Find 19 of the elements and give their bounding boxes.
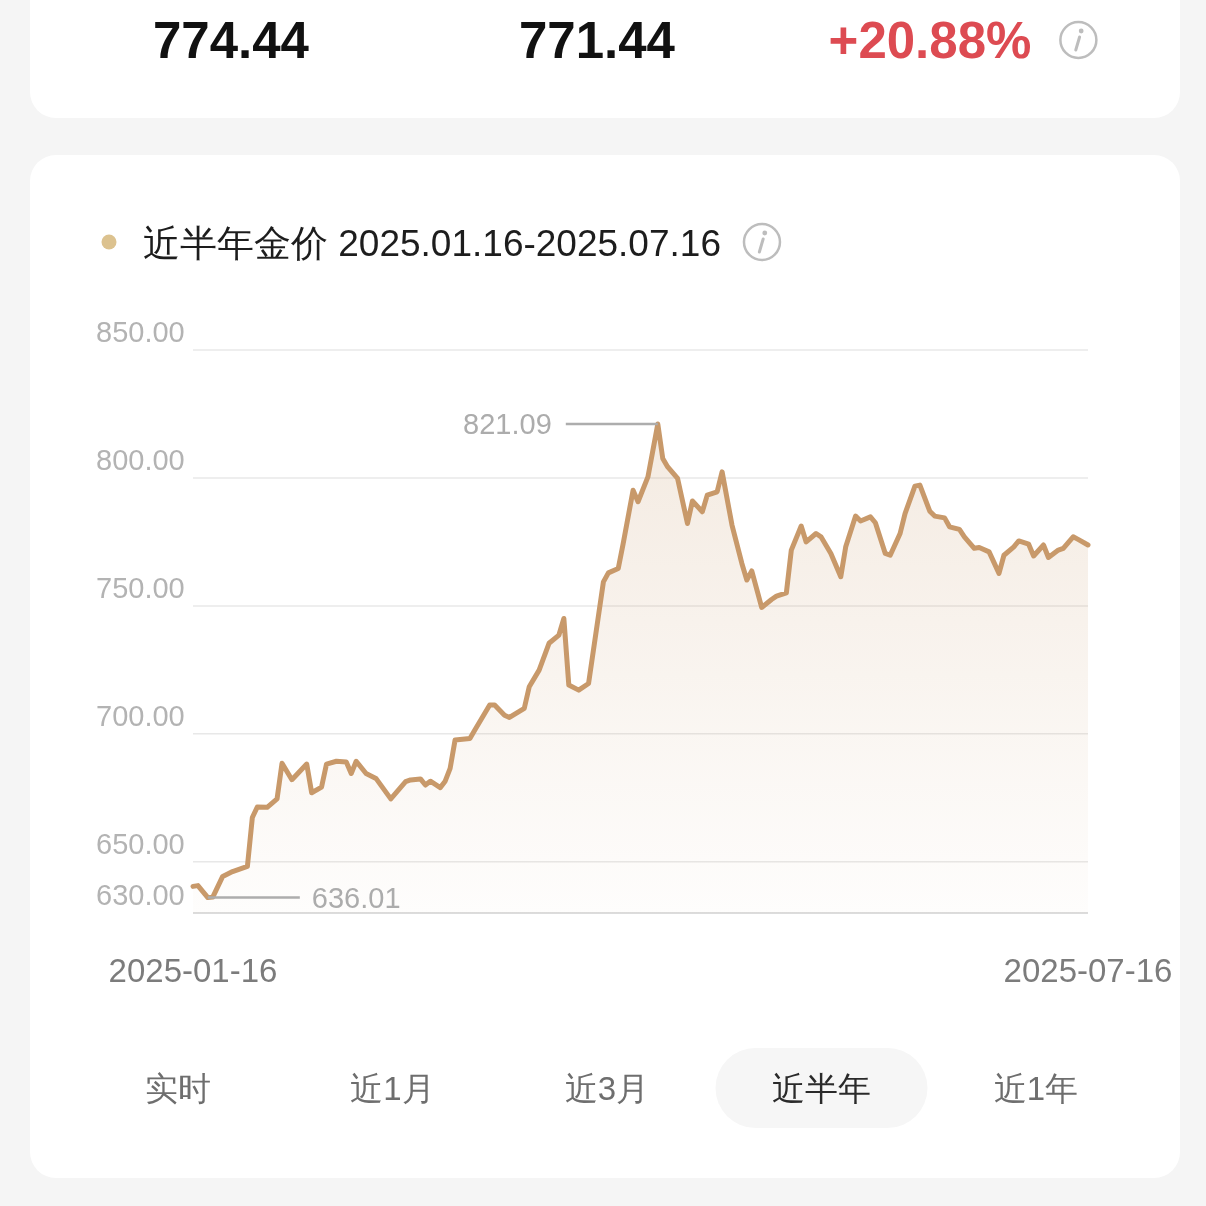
x-tick-label: 2025-01-16 [108, 952, 278, 989]
chart-title: 近半年金价 2025.01.16-2025.07.16 [143, 223, 721, 264]
y-tick-label: 800.00 [96, 443, 185, 476]
text: +20.88% [828, 12, 1032, 69]
text: 774.44 [153, 12, 310, 69]
text: 近1年 [993, 1070, 1079, 1107]
y-tick-label: 850.00 [96, 316, 185, 348]
y-tick-label: 700.00 [96, 699, 185, 732]
x-tick-label: 2025-07-16 [1003, 952, 1173, 989]
text: 近1月 [350, 1070, 435, 1107]
text: 771.44 [519, 12, 676, 69]
y-tick-label: 750.00 [96, 571, 185, 604]
y-tick-label: 630.00 [96, 879, 185, 911]
text: 实时 [145, 1070, 211, 1107]
text: 近半年 [772, 1070, 871, 1107]
annotation: 821.09 [463, 407, 552, 440]
text: 近3月 [564, 1070, 650, 1107]
annotation: 636.01 [311, 881, 401, 914]
y-tick-label: 650.00 [96, 827, 185, 860]
